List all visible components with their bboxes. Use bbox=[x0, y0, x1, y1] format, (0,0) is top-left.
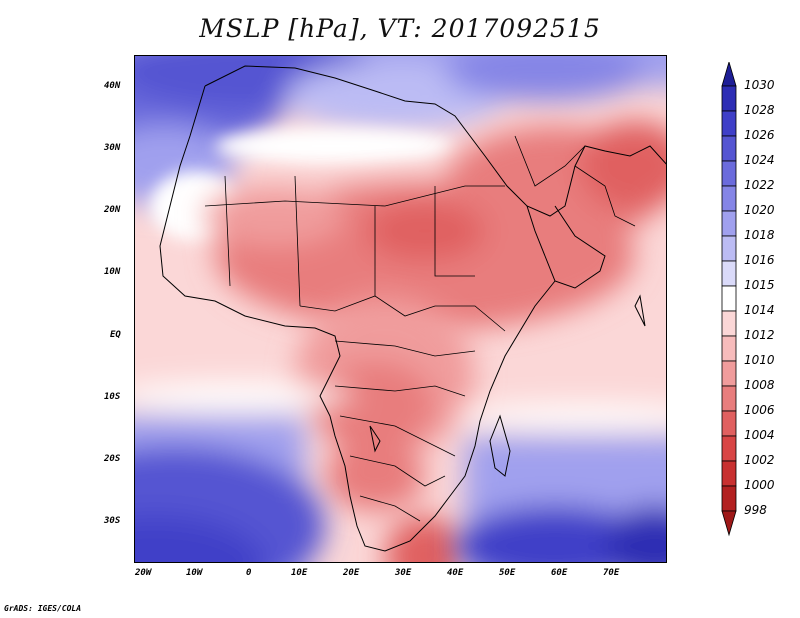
colorbar-level-label: 1020 bbox=[744, 203, 775, 217]
lat-label: 40N bbox=[104, 81, 121, 91]
lon-label: 70E bbox=[603, 568, 620, 578]
colorbar bbox=[721, 62, 737, 537]
colorbar-level-label: 1018 bbox=[744, 228, 775, 242]
lat-label: 20S bbox=[104, 454, 121, 464]
colorbar-top-arrow bbox=[721, 62, 737, 87]
coastlines bbox=[159, 65, 666, 552]
colorbar-level-label: 1028 bbox=[744, 103, 775, 117]
lat-label: 30N bbox=[104, 143, 121, 153]
colorbar-swatch bbox=[721, 335, 737, 362]
saharan-low bbox=[205, 121, 666, 331]
colorbar-swatch bbox=[721, 485, 737, 512]
colorbar-level-label: 1022 bbox=[744, 178, 775, 192]
lon-label: 50E bbox=[499, 568, 516, 578]
colorbar-swatch bbox=[721, 260, 737, 287]
colorbar-level-label: 1016 bbox=[744, 253, 775, 267]
lat-label: 10N bbox=[104, 267, 121, 277]
lon-label: 60E bbox=[551, 568, 568, 578]
colorbar-level-label: 1014 bbox=[744, 303, 775, 317]
colorbar-swatch bbox=[721, 210, 737, 237]
colorbar-level-label: 998 bbox=[744, 503, 767, 517]
colorbar-swatch bbox=[721, 285, 737, 312]
lat-label: 10S bbox=[104, 392, 121, 402]
map-title: MSLP [hPa], VT: 2017092515 bbox=[199, 14, 601, 43]
colorbar-swatch bbox=[721, 460, 737, 487]
colorbar-level-label: 1010 bbox=[744, 353, 775, 367]
colorbar-level-label: 1008 bbox=[744, 378, 775, 392]
colorbar-level-label: 1030 bbox=[744, 78, 775, 92]
lon-label: 10E bbox=[291, 568, 308, 578]
colorbar-swatch bbox=[721, 410, 737, 437]
colorbar-swatch bbox=[721, 435, 737, 462]
lon-label: 20E bbox=[343, 568, 360, 578]
colorbar-swatch bbox=[721, 85, 737, 112]
lon-label: 30E bbox=[395, 568, 412, 578]
colorbar-level-label: 1006 bbox=[744, 403, 775, 417]
country-borders bbox=[204, 135, 636, 522]
map-panel bbox=[134, 55, 667, 563]
lat-label: EQ bbox=[110, 330, 121, 340]
colorbar-swatch bbox=[721, 185, 737, 212]
colorbar-level-label: 1015 bbox=[744, 278, 775, 292]
colorbar-swatch bbox=[721, 135, 737, 162]
colorbar-level-label: 1012 bbox=[744, 328, 775, 342]
lat-label: 30S bbox=[104, 516, 121, 526]
lon-label: 20W bbox=[135, 568, 152, 578]
lon-label: 0 bbox=[246, 568, 252, 578]
colorbar-swatch bbox=[721, 385, 737, 412]
south-high bbox=[135, 382, 666, 562]
pressure-field bbox=[135, 56, 666, 562]
lon-label: 10W bbox=[186, 568, 203, 578]
colorbar-level-label: 1004 bbox=[744, 428, 775, 442]
colorbar-level-label: 1002 bbox=[744, 453, 775, 467]
colorbar-swatch bbox=[721, 310, 737, 337]
colorbar-swatch bbox=[721, 110, 737, 137]
colorbar-level-label: 1024 bbox=[744, 153, 775, 167]
colorbar-level-label: 1026 bbox=[744, 128, 775, 142]
colorbar-level-label: 1000 bbox=[744, 478, 775, 492]
colorbar-swatch bbox=[721, 360, 737, 387]
credit-text: GrADS: IGES/COLA bbox=[4, 604, 82, 613]
lat-label: 20N bbox=[104, 205, 121, 215]
colorbar-bottom-arrow bbox=[721, 510, 737, 537]
colorbar-swatch bbox=[721, 160, 737, 187]
colorbar-swatch bbox=[721, 235, 737, 262]
lon-label: 40E bbox=[447, 568, 464, 578]
